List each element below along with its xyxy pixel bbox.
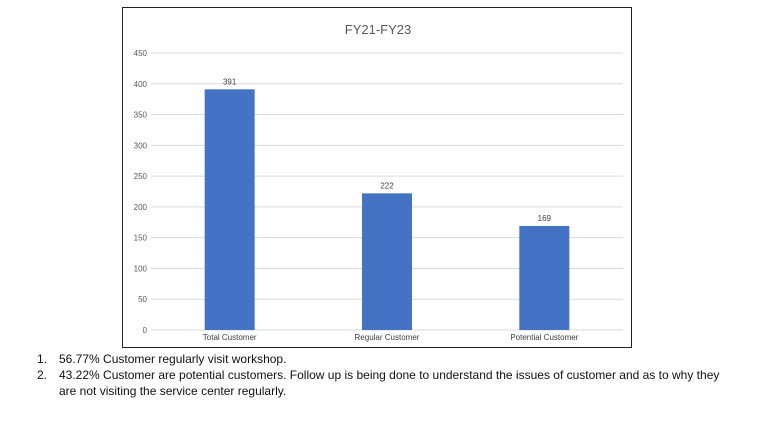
y-tick-label: 50: [138, 295, 147, 304]
y-axis-ticks: 0 50 100 150 200 250 300 350 400 450: [134, 49, 148, 335]
data-label: 222: [380, 181, 394, 190]
y-tick-label: 200: [134, 203, 148, 212]
x-tick-label: Potential Customer: [510, 333, 578, 342]
x-tick-label: Total Customer: [203, 333, 257, 342]
bar: [362, 193, 412, 330]
y-tick-label: 150: [134, 234, 148, 243]
chart-container: FY21-FY23 0 50 100 150 200 250 300 350 400 450 39…: [122, 7, 632, 348]
note-item: 1. 56.77% Customer regularly visit works…: [37, 351, 737, 367]
note-number: 2.: [37, 368, 48, 382]
note-item: 2. 43.22% Customer are potential custome…: [37, 367, 737, 399]
y-tick-label: 300: [134, 141, 148, 150]
notes-list: 1. 56.77% Customer regularly visit works…: [37, 351, 737, 399]
y-tick-label: 400: [134, 80, 148, 89]
x-tick-label: Regular Customer: [355, 333, 420, 342]
y-tick-label: 0: [143, 326, 148, 335]
x-axis-ticks: Total Customer Regular Customer Potential …: [203, 333, 579, 342]
y-tick-label: 450: [134, 49, 148, 58]
bars: [204, 89, 570, 330]
note-text: 43.22% Customer are potential customers.…: [59, 368, 720, 398]
bar-chart: FY21-FY23 0 50 100 150 200 250 300 350 400 450 39…: [134, 22, 623, 342]
y-tick-label: 350: [134, 111, 148, 120]
note-number: 1.: [37, 352, 48, 366]
data-labels: 391 222 169: [223, 77, 552, 223]
y-tick-label: 250: [134, 172, 148, 181]
data-label: 169: [538, 214, 552, 223]
bar: [519, 225, 570, 330]
y-tick-label: 100: [134, 264, 148, 273]
bar: [204, 89, 255, 330]
chart-title: FY21-FY23: [345, 22, 411, 37]
data-label: 391: [223, 77, 237, 86]
note-text: 56.77% Customer regularly visit workshop…: [59, 352, 287, 366]
